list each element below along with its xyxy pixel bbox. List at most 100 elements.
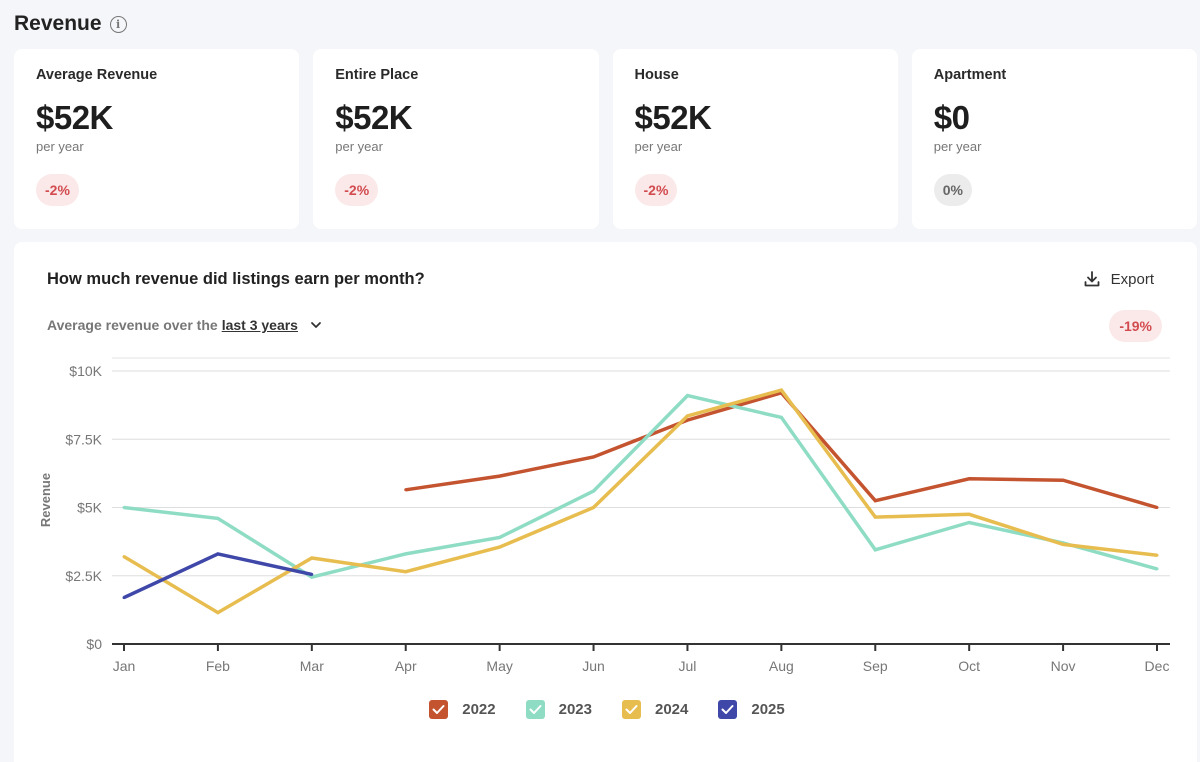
card-average-revenue: Average Revenue $52K per year -2% (14, 49, 300, 229)
line-chart: $0 $2.5K $5K $7.5K $10K Jan Feb Mar Apr May Jun Jul… (38, 357, 1170, 674)
data-point-2024[interactable] (592, 506, 596, 509)
trend-badge: -19% (1109, 310, 1162, 342)
x-tick-label: Nov (1051, 658, 1076, 674)
data-point-2022[interactable] (592, 455, 596, 459)
checkbox-checked-icon[interactable] (622, 700, 641, 719)
x-tick-label: Aug (769, 658, 794, 674)
data-point-2024[interactable] (1155, 553, 1159, 557)
data-point-2023[interactable] (498, 536, 502, 540)
chart-legend: 2022 2023 2024 2025 (7, 700, 1200, 719)
data-point-2023[interactable] (1155, 567, 1159, 571)
data-point-2022[interactable] (967, 477, 971, 481)
y-tick-label: $0 (86, 636, 102, 652)
data-point-2024[interactable] (685, 414, 689, 418)
data-point-2023[interactable] (216, 516, 220, 520)
data-point-2024[interactable] (122, 555, 126, 559)
data-point-2022[interactable] (1155, 506, 1159, 509)
export-button[interactable]: Export (1083, 270, 1154, 288)
card-value: $52K (634, 99, 712, 136)
data-point-2023[interactable] (685, 394, 689, 398)
chart-subtitle: Average revenue over the last 3 years (47, 317, 322, 333)
data-point-2024[interactable] (498, 545, 502, 549)
y-tick-label: $10K (69, 363, 102, 379)
data-point-2023[interactable] (310, 575, 314, 579)
export-label: Export (1110, 270, 1154, 288)
data-point-2022[interactable] (873, 499, 877, 503)
card-value: $0 (933, 99, 970, 136)
card-apartment: Apartment $0 per year 0% (911, 49, 1197, 229)
data-point-2024[interactable] (310, 556, 314, 560)
y-tick-label: $7.5K (65, 431, 102, 447)
legend-label: 2023 (558, 701, 592, 718)
data-point-2022[interactable] (685, 418, 689, 422)
data-point-2023[interactable] (873, 548, 877, 552)
legend-item-2024[interactable]: 2024 (622, 700, 688, 719)
section-title: Revenue (14, 12, 102, 35)
summary-cards: Average Revenue $52K per year -2% Entire… (14, 49, 1197, 229)
data-point-2022[interactable] (404, 488, 408, 492)
data-point-2024[interactable] (967, 512, 971, 516)
card-label: House (634, 67, 679, 83)
data-point-2024[interactable] (1061, 542, 1065, 546)
legend-item-2025[interactable]: 2025 (718, 700, 785, 719)
y-tick-label: $5K (77, 500, 103, 516)
legend-item-2022[interactable]: 2022 (429, 700, 496, 719)
data-point-2023[interactable] (122, 506, 126, 509)
x-tick-label: Sep (863, 658, 888, 674)
checkbox-checked-icon[interactable] (525, 700, 545, 719)
data-point-2025[interactable] (216, 552, 220, 556)
data-point-2024[interactable] (779, 388, 783, 392)
data-point-2023[interactable] (967, 521, 971, 525)
x-tick-label: Oct (958, 658, 980, 674)
x-tick-label: May (486, 658, 512, 674)
chevron-down-icon[interactable] (310, 320, 322, 330)
info-icon[interactable]: i (109, 15, 127, 33)
x-tick-label: Dec (1145, 658, 1170, 674)
series-line-2024[interactable] (123, 388, 1158, 615)
data-point-2024[interactable] (216, 611, 220, 615)
download-icon (1084, 271, 1100, 287)
legend-item-2023[interactable]: 2023 (525, 700, 592, 719)
period-dropdown[interactable]: last 3 years (221, 317, 298, 333)
legend-label: 2022 (462, 701, 496, 718)
x-tick-label: Apr (395, 658, 417, 674)
change-badge: -2% (335, 174, 379, 206)
data-point-2025[interactable] (122, 596, 126, 600)
data-point-2023[interactable] (404, 552, 408, 556)
x-tick-label: Jun (582, 658, 605, 674)
section-header: Revenue i (14, 12, 127, 36)
data-point-2023[interactable] (592, 489, 596, 493)
series-line-2023[interactable] (123, 393, 1158, 579)
subtitle-prefix: Average revenue over the (47, 317, 218, 333)
checkbox-checked-icon[interactable] (718, 700, 738, 719)
card-entire-place: Entire Place $52K per year -2% (313, 49, 599, 229)
data-point-2023[interactable] (779, 415, 783, 419)
data-point-2022[interactable] (498, 474, 502, 478)
checkbox-checked-icon[interactable] (429, 700, 449, 719)
data-point-2022[interactable] (1061, 478, 1065, 482)
card-subtitle: per year (933, 139, 982, 154)
y-tick-label: $2.5K (65, 568, 102, 584)
data-point-2024[interactable] (404, 570, 408, 574)
card-label: Apartment (933, 67, 1007, 83)
change-badge: 0% (933, 174, 972, 206)
card-value: $52K (36, 99, 113, 136)
card-house: House $52K per year -2% (612, 49, 898, 229)
card-label: Average Revenue (36, 67, 158, 83)
y-axis-label: Revenue (38, 473, 53, 527)
x-tick-label: Jul (679, 658, 697, 674)
card-label: Entire Place (335, 67, 419, 83)
data-point-2024[interactable] (873, 515, 877, 519)
data-point-2025[interactable] (310, 572, 314, 576)
change-badge: -2% (634, 174, 678, 206)
x-tick-label: Jan (113, 658, 136, 674)
legend-label: 2024 (655, 701, 689, 718)
x-tick-label: Mar (300, 658, 324, 674)
legend-label: 2025 (751, 701, 785, 718)
card-subtitle: per year (335, 139, 383, 154)
chart-title: How much revenue did listings earn per m… (47, 270, 425, 288)
series-line-2022[interactable] (405, 390, 1158, 510)
x-tick-label: Feb (206, 658, 230, 674)
change-badge: -2% (36, 174, 79, 206)
card-subtitle: per year (36, 139, 84, 154)
